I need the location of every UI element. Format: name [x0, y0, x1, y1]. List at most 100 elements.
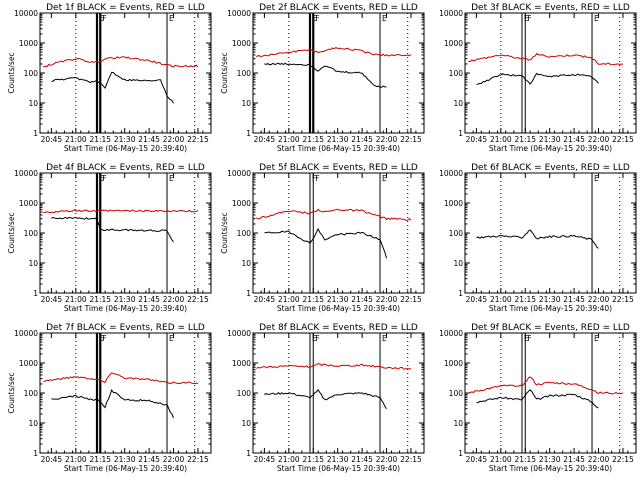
y-tick-label: 1000	[444, 39, 463, 48]
events-series-line	[264, 62, 387, 88]
x-tick-label: 21:00	[490, 135, 512, 144]
y-tick-label: 100	[449, 229, 464, 238]
plot-frame	[252, 12, 425, 134]
marker-label: E	[382, 14, 387, 23]
marker-label: E	[312, 14, 317, 23]
y-tick-label: 1	[33, 449, 38, 458]
y-tick-label: 100	[24, 229, 39, 238]
y-tick-label: 10000	[14, 329, 38, 338]
x-tick-label: 21:30	[539, 295, 561, 304]
marker-label: F	[102, 14, 106, 23]
x-tick-label: 22:00	[588, 135, 610, 144]
panel-det-3f: Det 3f BLACK = Events, RED = LLD 1 10 100 10…	[439, 3, 637, 153]
x-tick-label: 20:45	[254, 455, 276, 464]
plot-frame	[39, 332, 212, 454]
x-axis-label: Start Time (06-May-15 20:39:40)	[489, 464, 612, 473]
panel-det-6f: Det 6f BLACK = Events, RED = LLD 1 10 100 10…	[439, 163, 637, 313]
x-tick-label: 21:15	[89, 295, 111, 304]
marker-label: F	[527, 334, 531, 343]
y-tick-label: 10	[453, 259, 463, 268]
lld-series-line	[256, 47, 412, 58]
lld-series-line	[256, 208, 412, 221]
x-tick-label: 21:30	[539, 135, 561, 144]
y-axis-label: Counts/sec	[7, 212, 16, 253]
lld-series-line	[43, 56, 199, 68]
y-axis-label: Counts/sec	[220, 52, 229, 93]
marker-label: F	[315, 14, 319, 23]
y-tick-label: 1	[458, 289, 463, 298]
panel-title: Det 5f BLACK = Events, RED = LLD	[259, 163, 418, 173]
x-tick-label: 21:00	[278, 295, 300, 304]
x-tick-label: 22:00	[376, 135, 398, 144]
marker-label: E	[382, 334, 387, 343]
y-tick-label: 1	[33, 129, 38, 138]
x-tick-label: 22:15	[612, 455, 634, 464]
x-axis-label: Start Time (06-May-15 20:39:40)	[489, 304, 612, 313]
panel-det-2f: Det 2f BLACK = Events, RED = LLD 1 10 100 10…	[220, 3, 425, 153]
y-tick-label: 1000	[444, 199, 463, 208]
x-tick-label: 21:15	[302, 455, 324, 464]
panel-det-1f: Det 1f BLACK = Events, RED = LLD 1 10 100 10…	[7, 3, 212, 153]
x-tick-label: 22:15	[612, 135, 634, 144]
x-tick-label: 21:30	[327, 295, 349, 304]
marker-label: E	[99, 174, 104, 183]
y-tick-label: 10000	[439, 329, 463, 338]
y-tick-label: 10000	[227, 9, 251, 18]
x-tick-label: 21:45	[138, 135, 160, 144]
x-tick-label: 20:45	[41, 455, 63, 464]
y-tick-label: 10000	[14, 9, 38, 18]
marker-label: E	[594, 334, 599, 343]
marker-label: F	[315, 334, 319, 343]
x-axis-label: Start Time (06-May-15 20:39:40)	[64, 464, 187, 473]
x-tick-label: 20:45	[254, 135, 276, 144]
panel-det-8f: Det 8f BLACK = Events, RED = LLD 1 10 100 10…	[227, 323, 425, 473]
x-tick-label: 21:15	[514, 295, 536, 304]
y-tick-label: 1	[246, 289, 251, 298]
marker-label: E	[594, 14, 599, 23]
x-tick-label: 21:45	[563, 455, 585, 464]
y-tick-label: 1	[33, 289, 38, 298]
y-tick-label: 10000	[439, 169, 463, 178]
y-tick-label: 1000	[19, 39, 38, 48]
panel-title: Det 4f BLACK = Events, RED = LLD	[46, 163, 205, 173]
x-tick-label: 21:45	[138, 295, 160, 304]
y-tick-label: 100	[237, 389, 252, 398]
x-tick-label: 22:15	[400, 455, 422, 464]
y-tick-label: 1000	[19, 359, 38, 368]
y-tick-label: 10	[241, 99, 251, 108]
y-tick-label: 100	[237, 229, 252, 238]
y-tick-label: 100	[24, 389, 39, 398]
x-tick-label: 22:15	[187, 455, 209, 464]
panel-title: Det 2f BLACK = Events, RED = LLD	[259, 3, 418, 13]
x-axis-label: Start Time (06-May-15 20:39:40)	[64, 304, 187, 313]
x-tick-label: 21:00	[278, 455, 300, 464]
x-tick-label: 21:45	[563, 295, 585, 304]
panel-title: Det 7f BLACK = Events, RED = LLD	[46, 323, 205, 333]
events-series-line	[264, 227, 387, 259]
x-tick-label: 20:45	[466, 455, 488, 464]
x-tick-label: 22:15	[400, 295, 422, 304]
x-tick-label: 21:00	[65, 135, 87, 144]
x-tick-label: 21:00	[278, 135, 300, 144]
x-tick-label: 22:15	[400, 135, 422, 144]
panel-title: Det 9f BLACK = Events, RED = LLD	[471, 323, 630, 333]
x-tick-label: 22:15	[612, 295, 634, 304]
y-tick-label: 10	[453, 419, 463, 428]
y-tick-label: 1000	[232, 39, 251, 48]
y-tick-label: 1	[246, 449, 251, 458]
y-tick-label: 10000	[439, 9, 463, 18]
x-axis-label: Start Time (06-May-15 20:39:40)	[277, 304, 400, 313]
y-tick-label: 10	[28, 259, 38, 268]
x-tick-label: 21:45	[351, 295, 373, 304]
x-tick-label: 21:30	[114, 135, 136, 144]
x-tick-label: 22:15	[187, 135, 209, 144]
x-tick-label: 21:15	[302, 295, 324, 304]
x-tick-label: 21:00	[490, 295, 512, 304]
y-tick-label: 1000	[19, 199, 38, 208]
y-axis-label: Counts/sec	[7, 372, 16, 413]
y-tick-label: 10	[28, 99, 38, 108]
x-tick-label: 21:45	[351, 135, 373, 144]
panel-det-4f: Det 4f BLACK = Events, RED = LLD 1 10 100 10…	[7, 163, 212, 313]
y-axis-label: Counts/sec	[220, 212, 229, 253]
